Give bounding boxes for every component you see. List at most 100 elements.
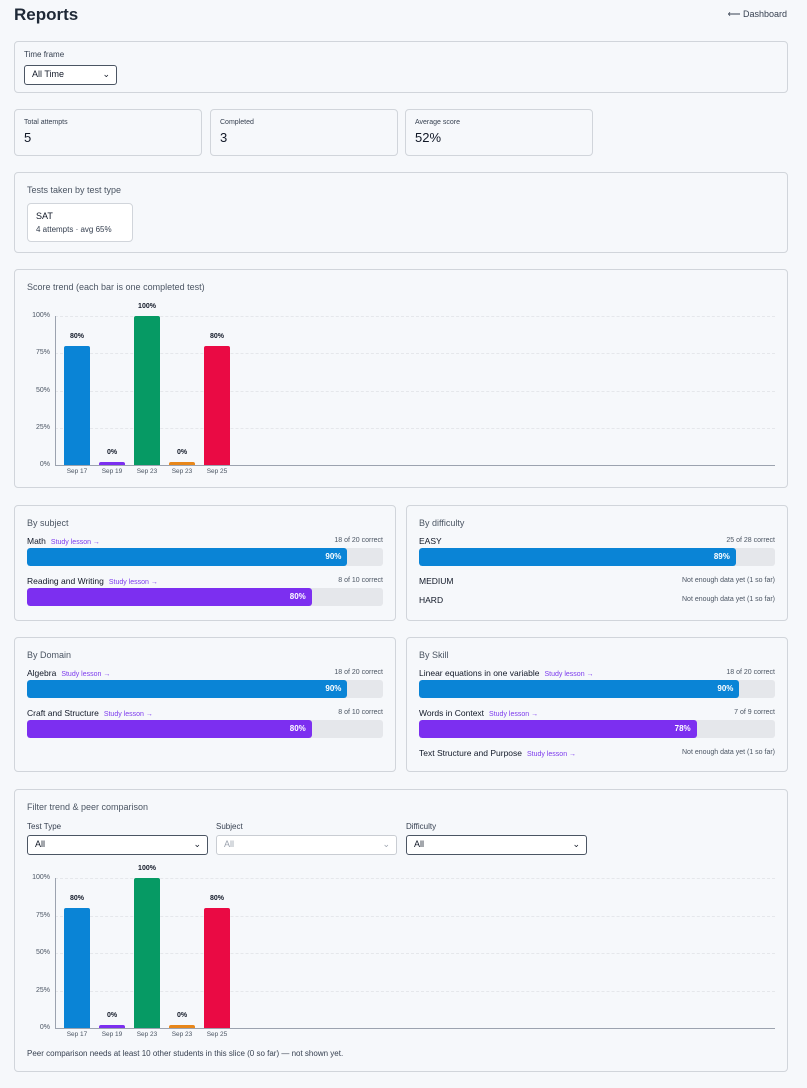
gridline xyxy=(55,353,775,355)
chevron-down-icon: ⌄ xyxy=(102,69,110,79)
bar-value-label: 0% xyxy=(176,449,188,456)
row-name: Math xyxy=(27,536,46,546)
progress-row: Reading and Writing Study lesson → 8 of 10… xyxy=(27,576,383,607)
row-note: 18 of 20 correct xyxy=(334,669,383,676)
test-type-title: Tests taken by test type xyxy=(27,185,122,195)
study-lesson-link[interactable]: Study lesson → xyxy=(527,751,577,758)
bar xyxy=(169,462,195,465)
subject-filter-label: Subject xyxy=(216,822,243,831)
by-difficulty-card: By difficulty EASY 25 of 28 correct 89% MED… xyxy=(406,505,788,621)
by-skill-title: By Skill xyxy=(419,650,449,660)
stat-value: 3 xyxy=(220,130,228,145)
bar xyxy=(134,878,160,1028)
x-tick-label: Sep 25 xyxy=(206,1031,228,1038)
x-tick-label: Sep 17 xyxy=(66,1031,88,1038)
timeframe-card: Time frame All Time ⌄ xyxy=(14,41,788,93)
y-tick-label: 25% xyxy=(35,423,50,431)
bar-value-label: 100% xyxy=(138,303,156,310)
progress-track: 89% xyxy=(419,548,775,566)
timeframe-label: Time frame xyxy=(24,50,65,59)
gridline xyxy=(55,427,775,429)
progress-fill: 90% xyxy=(419,680,740,698)
row-name: Craft and Structure xyxy=(27,708,99,718)
bar-value-label: 80% xyxy=(69,332,84,340)
stat-value: 52% xyxy=(415,130,442,145)
row-name: Algebra xyxy=(27,668,57,678)
bar xyxy=(169,1025,195,1028)
bar xyxy=(204,345,230,465)
progress-row: Algebra Study lesson → 18 of 20 correct 90% xyxy=(27,668,383,699)
test-type-filter-label: Test Type xyxy=(27,822,62,831)
subject-select[interactable]: All ⌄ xyxy=(216,835,397,855)
y-tick-label: 100% xyxy=(32,874,50,881)
by-domain-title: By Domain xyxy=(27,650,72,660)
progress-row: Words in Context Study lesson → 7 of 9 cor… xyxy=(419,708,775,739)
score-trend-title: Score trend (each bar is one completed t… xyxy=(27,282,205,292)
row-note: 8 of 10 correct xyxy=(338,709,383,716)
difficulty-select[interactable]: All ⌄ xyxy=(406,835,587,855)
gridline xyxy=(55,390,775,392)
progress-row: Text Structure and Purpose Study lesson →… xyxy=(419,748,775,762)
score-trend-chart: 0% 25% 50% 75% 100% 80% Sep 17 0% Sep 19 100% Sep … xyxy=(15,270,787,487)
peer-comparison-note: Peer comparison needs at least 10 other … xyxy=(27,1049,344,1058)
study-lesson-link[interactable]: Study lesson → xyxy=(50,539,100,546)
x-tick-label: Sep 23 xyxy=(171,468,193,475)
row-note: 7 of 9 correct xyxy=(734,709,775,716)
bar xyxy=(64,908,90,1028)
row-name: Linear equations in one variable xyxy=(419,668,540,678)
study-lesson-link[interactable]: Study lesson → xyxy=(489,711,539,718)
bar-value-label: 0% xyxy=(106,449,118,456)
row-note: 18 of 20 correct xyxy=(726,669,775,676)
row-name: MEDIUM xyxy=(419,576,454,586)
row-note: Not enough data yet (1 so far) xyxy=(682,577,775,584)
study-lesson-link[interactable]: Study lesson → xyxy=(108,579,158,586)
study-lesson-link[interactable]: Study lesson → xyxy=(544,671,594,678)
test-type-card: Tests taken by test type SAT 4 attempts … xyxy=(14,172,788,253)
filter-card: Filter trend & peer comparison Test Type… xyxy=(14,789,788,1072)
y-axis xyxy=(55,316,56,465)
progress-track: 90% xyxy=(27,680,383,698)
progress-row: MEDIUM Not enough data yet (1 so far) xyxy=(419,576,775,590)
gridline xyxy=(55,953,775,954)
progress-fill: 89% xyxy=(419,548,736,566)
dashboard-link[interactable]: ⟵ Dashboard xyxy=(727,9,787,19)
bar-value-label: 100% xyxy=(138,865,156,872)
row-label: MEDIUM xyxy=(419,576,453,586)
bar xyxy=(134,316,160,465)
row-label: Craft and Structure Study lesson → xyxy=(27,708,153,718)
x-tick-label: Sep 19 xyxy=(101,1031,123,1038)
row-name: Text Structure and Purpose xyxy=(419,748,523,758)
y-tick-label: 75% xyxy=(35,349,50,357)
progress-track: 80% xyxy=(27,588,383,606)
stat-value: 5 xyxy=(24,130,32,145)
bar xyxy=(99,462,125,465)
progress-row: Math Study lesson → 18 of 20 correct 90% xyxy=(27,536,383,567)
test-type-chip: SAT 4 attempts · avg 65% xyxy=(27,203,133,242)
study-lesson-link[interactable]: Study lesson → xyxy=(61,671,111,678)
row-name: HARD xyxy=(419,595,444,605)
bar-value-label: 80% xyxy=(209,895,224,902)
bar xyxy=(99,1025,125,1028)
row-note: 25 of 28 correct xyxy=(726,537,775,544)
difficulty-select-value: All xyxy=(414,839,425,849)
row-label: EASY xyxy=(419,536,442,546)
row-name: Words in Context xyxy=(419,708,485,718)
y-tick-label: 0% xyxy=(39,461,50,468)
x-axis xyxy=(55,1028,775,1029)
gridline xyxy=(55,990,775,992)
row-label: Linear equations in one variable Study le… xyxy=(419,668,594,678)
bar xyxy=(204,908,230,1028)
study-lesson-link[interactable]: Study lesson → xyxy=(103,711,153,718)
row-name: Reading and Writing xyxy=(27,576,104,586)
by-subject-title: By subject xyxy=(27,518,69,528)
test-type-select[interactable]: All ⌄ xyxy=(27,835,208,855)
x-tick-label: Sep 23 xyxy=(136,1031,158,1038)
progress-row: Linear equations in one variable Study le… xyxy=(419,668,775,699)
by-subject-card: By subject Math Study lesson → 18 of 20 co… xyxy=(14,505,396,621)
progress-track: 90% xyxy=(27,548,383,566)
y-tick-label: 50% xyxy=(35,386,50,394)
filter-title: Filter trend & peer comparison xyxy=(27,802,149,812)
gridline xyxy=(55,915,775,917)
timeframe-select[interactable]: All Time ⌄ xyxy=(24,65,117,85)
progress-fill: 78% xyxy=(419,720,697,738)
